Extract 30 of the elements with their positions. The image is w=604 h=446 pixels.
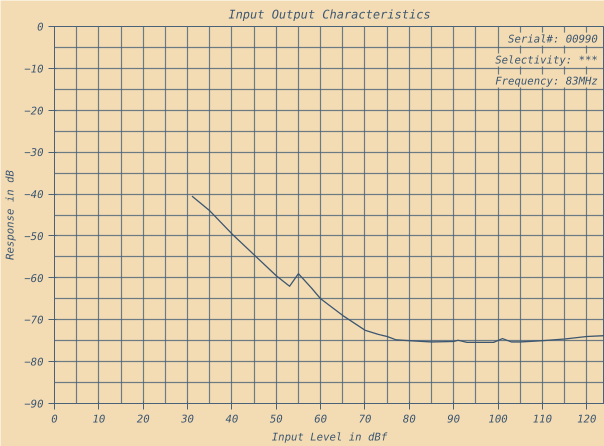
x-tick-label: 90 <box>447 412 460 426</box>
x-tick-label: 60 <box>314 412 328 426</box>
annotation: Serial#: 00990 <box>508 32 598 46</box>
x-tick-label: 40 <box>226 412 238 426</box>
x-tick-label: 20 <box>136 412 150 426</box>
y-tick-label: −30 <box>24 146 44 160</box>
annotation: Frequency: 83MHz <box>495 74 598 88</box>
line-series <box>191 196 604 343</box>
x-tick-label: 100 <box>488 412 508 426</box>
chart-title: Input Output Characteristics <box>228 8 431 22</box>
y-tick-label: −50 <box>24 230 44 243</box>
x-tick-label: 50 <box>270 412 283 426</box>
annotation: Selectivity: *** <box>495 54 598 67</box>
y-tick-label: −60 <box>24 272 44 285</box>
y-axis-title: Response in dB <box>3 170 16 260</box>
x-axis-title: Input Level in dBf <box>272 430 388 444</box>
x-tick-label: 70 <box>358 412 372 426</box>
y-tick-label: −10 <box>24 62 44 76</box>
y-tick-label: 0 <box>37 20 44 34</box>
x-tick-label: 120 <box>577 412 596 426</box>
x-tick-label: 0 <box>51 412 58 426</box>
x-tick-label: 30 <box>180 412 194 426</box>
x-tick-label: 110 <box>532 412 552 426</box>
y-tick-label: −80 <box>24 356 44 369</box>
y-tick-label: −70 <box>24 314 44 327</box>
y-tick-label: −90 <box>24 398 44 410</box>
y-tick-label: −40 <box>24 188 44 202</box>
y-tick-label: −20 <box>24 104 44 118</box>
x-tick-label: 10 <box>92 412 106 426</box>
x-tick-label: 80 <box>402 412 416 426</box>
